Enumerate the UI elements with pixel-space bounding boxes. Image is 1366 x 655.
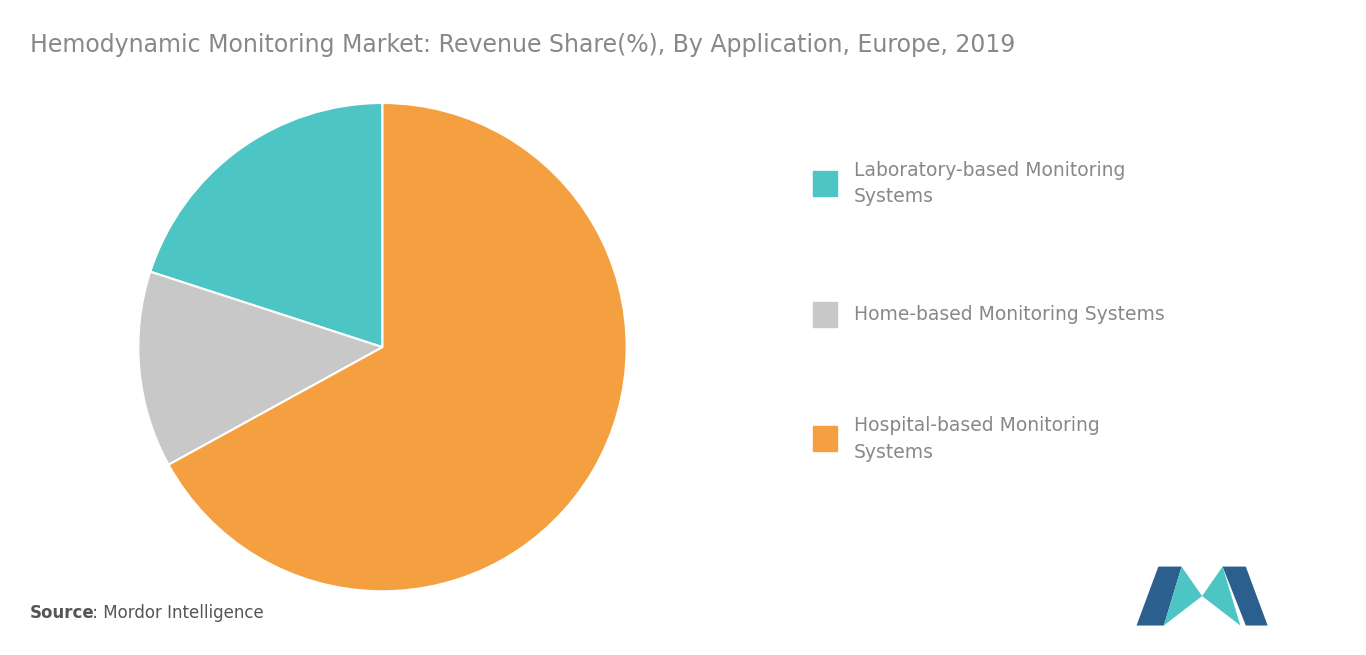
Polygon shape bbox=[1202, 567, 1240, 626]
Wedge shape bbox=[138, 272, 382, 465]
Wedge shape bbox=[150, 103, 382, 347]
Text: Hemodynamic Monitoring Market: Revenue Share(%), By Application, Europe, 2019: Hemodynamic Monitoring Market: Revenue S… bbox=[30, 33, 1015, 57]
Wedge shape bbox=[168, 103, 627, 591]
Text: Source: Source bbox=[30, 605, 94, 622]
Text: Hospital-based Monitoring
Systems: Hospital-based Monitoring Systems bbox=[854, 416, 1100, 462]
Text: : Mordor Intelligence: : Mordor Intelligence bbox=[87, 605, 264, 622]
Polygon shape bbox=[1137, 567, 1182, 626]
Text: Home-based Monitoring Systems: Home-based Monitoring Systems bbox=[854, 305, 1164, 324]
Text: Laboratory-based Monitoring
Systems: Laboratory-based Monitoring Systems bbox=[854, 160, 1126, 206]
Polygon shape bbox=[1164, 567, 1202, 626]
Polygon shape bbox=[1223, 567, 1268, 626]
